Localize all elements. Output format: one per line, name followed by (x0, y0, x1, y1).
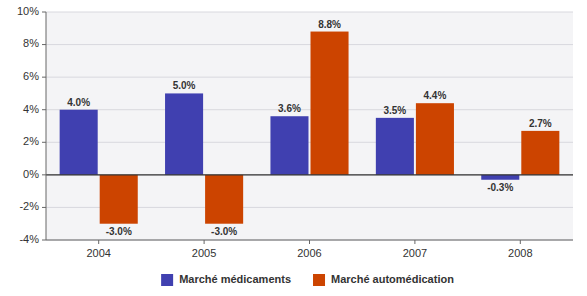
data-label: 4.0% (67, 97, 90, 108)
data-label: 2.7% (529, 118, 552, 129)
plot-background (46, 12, 573, 240)
y-tick-label: 4% (23, 103, 39, 115)
y-tick (42, 44, 46, 45)
bar (60, 110, 98, 175)
x-tick (204, 240, 205, 244)
legend-label: Marché médicaments (179, 273, 291, 285)
bar (311, 32, 349, 175)
y-tick-label: 0% (23, 168, 39, 180)
data-label: -3.0% (211, 226, 237, 237)
grid-line (46, 174, 573, 175)
grid-line (46, 77, 573, 78)
x-tick-label: 2007 (403, 247, 427, 259)
data-label: -3.0% (106, 226, 132, 237)
data-labels: 4.0% 5.0% 3.6% 3.5% -0.3% -3.0% -3.0% 8.8% 4.4% 2… (67, 19, 552, 237)
legend-swatch (313, 274, 325, 286)
y-tick-label: 6% (23, 70, 39, 82)
legend-label: Marché automédication (331, 273, 454, 285)
x-tick-label: 2008 (508, 247, 532, 259)
y-axis: -4% -2% 0% 2% 4% 6% 8% 10% (17, 5, 573, 245)
x-tick-label: 2006 (297, 247, 321, 259)
y-tick-label: -4% (19, 233, 39, 245)
x-tick (309, 240, 310, 244)
legend: Marché médicaments Marché automédication (161, 273, 454, 286)
y-tick (42, 109, 46, 110)
legend-swatch (161, 274, 173, 286)
y-tick (42, 77, 46, 78)
bars (60, 32, 560, 224)
chart-container: -4% -2% 0% 2% 4% 6% 8% 10% 4.0% 5.0% 3.6% 3.5% -0.3%… (0, 0, 587, 296)
bar (205, 175, 243, 224)
y-tick-label: -2% (19, 200, 39, 212)
x-tick (98, 240, 99, 244)
y-tick-label: 10% (17, 5, 39, 17)
y-tick (42, 174, 46, 175)
grid-line (46, 142, 573, 143)
bar (481, 175, 519, 180)
data-label: 3.6% (278, 103, 301, 114)
x-axis: 2004 2005 2006 2007 2008 (86, 240, 532, 259)
y-tick-label: 8% (23, 37, 39, 49)
y-axis-line (46, 12, 47, 240)
y-tick (42, 207, 46, 208)
bar (270, 116, 308, 175)
grid-line (46, 44, 573, 45)
x-tick (520, 240, 521, 244)
x-tick (414, 240, 415, 244)
x-tick-label: 2004 (86, 247, 110, 259)
x-tick-label: 2005 (192, 247, 216, 259)
bar (376, 118, 414, 175)
data-label: 3.5% (383, 105, 406, 116)
data-label: 4.4% (424, 90, 447, 101)
bar (416, 103, 454, 175)
y-tick-label: 2% (23, 135, 39, 147)
data-label: -0.3% (487, 182, 513, 193)
y-tick (42, 240, 46, 241)
grid-line (46, 12, 573, 13)
bar (521, 131, 559, 175)
bar (100, 175, 138, 224)
grid-line (46, 109, 573, 110)
y-tick (42, 12, 46, 13)
y-tick (42, 142, 46, 143)
data-label: 5.0% (173, 80, 196, 91)
chart: -4% -2% 0% 2% 4% 6% 8% 10% 4.0% 5.0% 3.6% 3.5% -0.3%… (0, 0, 587, 296)
zero-line (46, 174, 573, 175)
bar (165, 93, 203, 174)
data-label: 8.8% (318, 19, 341, 30)
